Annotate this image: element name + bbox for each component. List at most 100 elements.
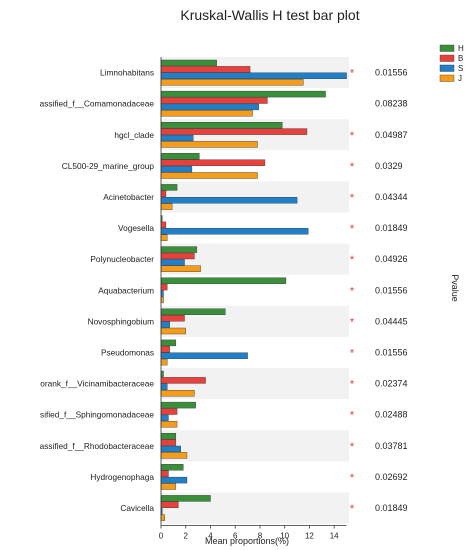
legend-swatch-J (439, 74, 455, 82)
bar-S-13 (160, 476, 188, 484)
bar-B-14 (160, 501, 179, 508)
significance-star: * (350, 223, 355, 235)
legend-label: S (458, 64, 463, 73)
category-label: hgcl_clade (114, 130, 154, 140)
legend-label: H (458, 44, 464, 53)
category-label: assified_f__Comamonadaceae (40, 99, 155, 109)
x-tick-label: 10 (280, 532, 289, 541)
category-label: Polynucleobacter (90, 254, 154, 264)
bar-B-10 (160, 377, 206, 384)
bar-B-1 (160, 97, 268, 104)
legend-swatch-H (439, 44, 455, 52)
legend-swatch-S (439, 64, 455, 72)
x-tick-label: 12 (305, 532, 314, 541)
category-label: Hydrogenophaga (90, 472, 154, 482)
bar-B-6 (160, 252, 195, 260)
pvalue-label: 0.02374 (375, 379, 408, 389)
bar-S-3 (160, 165, 193, 173)
row-band (161, 181, 349, 213)
significance-stars: * * * * * * * * * * * * * * (350, 68, 355, 515)
category-label: Acinetobacter (103, 192, 154, 202)
bar-B-3 (160, 159, 266, 166)
bar-S-1 (160, 103, 259, 111)
bar-H-3 (160, 153, 200, 160)
bar-H-14 (160, 495, 211, 502)
bar-B-13 (160, 470, 169, 477)
bar-J-12 (160, 452, 188, 459)
bar-J-13 (160, 483, 177, 490)
significance-star: * (350, 192, 355, 204)
bar-J-9 (160, 358, 168, 366)
significance-star: * (350, 410, 355, 422)
bar-B-7 (160, 283, 168, 291)
bar-H-1 (160, 90, 326, 98)
bar-J-10 (160, 390, 195, 397)
pvalue-label: 0.04445 (375, 316, 408, 326)
bar-S-12 (160, 445, 181, 453)
bar-B-11 (160, 408, 178, 415)
bar-H-11 (160, 401, 196, 409)
bar-B-5 (160, 221, 167, 229)
bar-B-0 (160, 66, 251, 73)
pvalue-axis-label: Pvalue (450, 274, 460, 302)
pvalue-label: 0.02692 (375, 472, 408, 482)
bar-B-2 (160, 128, 308, 135)
pvalue-label: 0.08238 (375, 99, 408, 109)
legend-label: J (458, 74, 462, 83)
significance-star: * (350, 347, 355, 359)
bar-B-8 (160, 315, 185, 322)
category-label: Limnohabitans (100, 68, 154, 78)
pvalue-label: 0.01556 (375, 68, 408, 78)
pvalue-label: 0.04926 (375, 254, 408, 264)
bar-J-8 (160, 327, 186, 335)
bar-H-7 (160, 277, 287, 284)
chart-title: Kruskal-Wallis H test bar plot (180, 7, 359, 23)
bar-H-8 (160, 308, 226, 315)
legend-swatch-B (439, 54, 455, 62)
category-label: Aquabacterium (98, 285, 154, 295)
row-bands (161, 57, 349, 524)
significance-star: * (350, 68, 355, 80)
x-tick-label: 4 (208, 532, 213, 541)
pvalue-labels: 0.01556 0.08238 0.04987 0.0329 0.04344 0.0184… (375, 68, 408, 513)
bar-H-9 (160, 339, 177, 347)
pvalue-label: 0.03781 (375, 441, 408, 451)
significance-star: * (350, 254, 355, 266)
bar-S-6 (160, 259, 185, 266)
bar-J-14 (160, 514, 165, 521)
significance-star: * (350, 161, 355, 173)
bar-H-6 (160, 246, 198, 253)
bar-J-2 (160, 141, 258, 148)
significance-star: * (350, 316, 355, 328)
bar-S-8 (160, 321, 170, 328)
x-tick-label: 6 (233, 532, 238, 541)
category-label: orank_f__Vicinamibacteraceae (40, 379, 154, 389)
significance-star: * (350, 379, 355, 391)
x-tick-label: 0 (159, 532, 164, 541)
bar-H-13 (160, 464, 184, 471)
bar-B-9 (160, 346, 170, 353)
bar-J-6 (160, 265, 201, 272)
category-label: Cavicella (120, 503, 154, 513)
bar-S-10 (160, 383, 168, 390)
pvalue-label: 0.01849 (375, 223, 408, 233)
bar-S-5 (160, 228, 309, 235)
bar-H-4 (160, 184, 178, 191)
category-label: assified_f__Rhodobacteraceae (40, 441, 155, 451)
pvalue-label: 0.0329 (375, 161, 403, 171)
bar-J-11 (160, 421, 178, 428)
significance-star: * (350, 472, 355, 484)
bar-J-4 (160, 203, 173, 210)
significance-star: * (350, 503, 355, 515)
legend-label: B (458, 54, 463, 63)
bar-H-2 (160, 121, 283, 129)
category-label: Vogesella (118, 223, 154, 233)
bar-J-5 (160, 234, 168, 241)
bar-H-0 (160, 59, 217, 67)
bar-S-11 (160, 414, 169, 422)
bar-S-4 (160, 196, 298, 204)
x-tick-label: 2 (184, 532, 189, 541)
bar-S-2 (160, 134, 194, 142)
